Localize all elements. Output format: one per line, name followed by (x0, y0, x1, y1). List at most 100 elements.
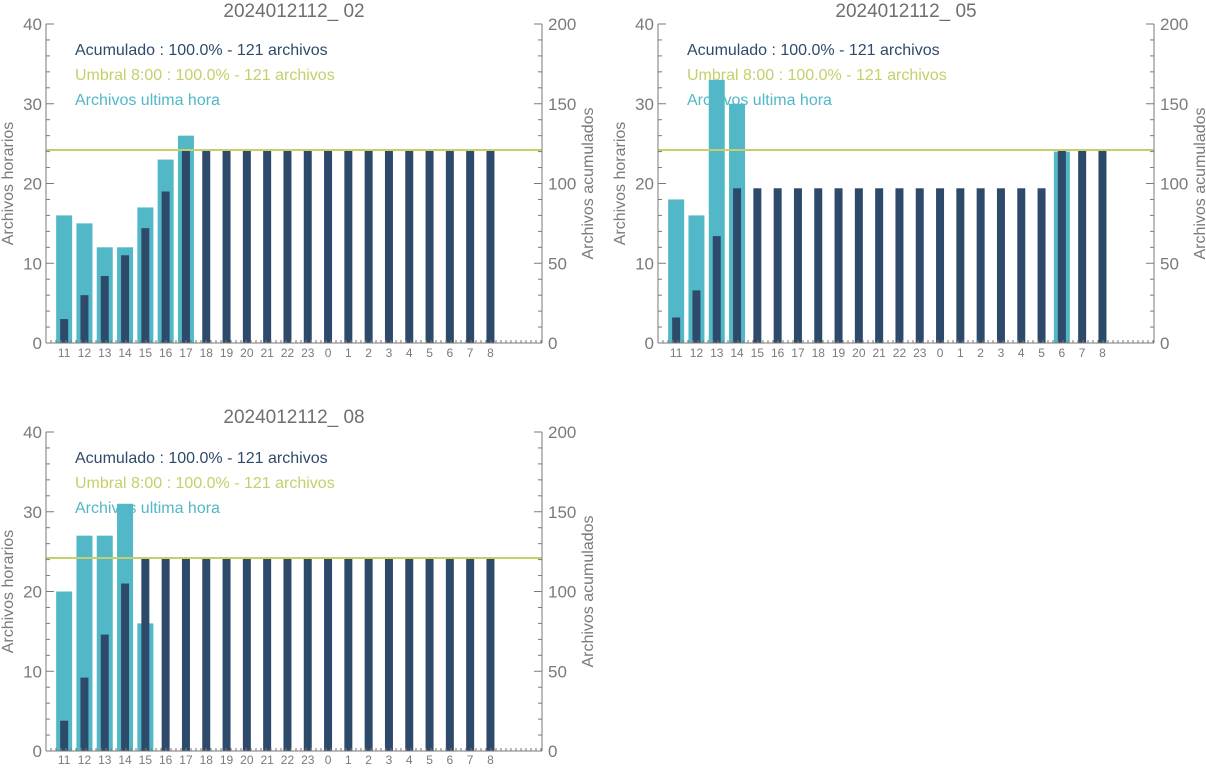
left-axis-label: Archivos horarios (612, 122, 629, 246)
bar-hourly-11 (668, 199, 685, 343)
chart-panel-1: 2024012112_ 02 0 10 20 30 40 0 50 100 150 200 11 12 1… (0, 0, 600, 385)
x-tick-label: 19 (220, 753, 234, 767)
bar-accumulated-18 (202, 558, 211, 751)
x-tick-label: 1 (957, 346, 964, 360)
x-tick-label: 11 (58, 753, 71, 767)
bar-accumulated-1 (344, 150, 353, 343)
x-tick-label: 22 (281, 346, 295, 360)
x-tick-label: 1 (345, 753, 352, 767)
right-tick-label: 100 (548, 175, 576, 194)
right-axis-label: Archivos acumulados (580, 107, 597, 259)
bar-accumulated-11 (60, 720, 69, 751)
x-tick-label: 18 (812, 346, 826, 360)
x-tick-label: 5 (426, 753, 433, 767)
x-tick-label: 7 (1079, 346, 1086, 360)
bar-accumulated-3 (996, 188, 1005, 343)
bar-accumulated-20 (854, 188, 863, 343)
bar-accumulated-13 (100, 276, 109, 343)
right-tick-label: 0 (1160, 334, 1169, 353)
bar-accumulated-16 (773, 188, 782, 343)
x-tick-label: 13 (98, 346, 112, 360)
x-tick-label: 3 (386, 346, 393, 360)
bar-accumulated-12 (80, 677, 89, 751)
x-tick-label: 7 (467, 753, 474, 767)
x-tick-label: 4 (406, 753, 413, 767)
bar-accumulated-23 (303, 558, 312, 751)
x-tick-label: 17 (179, 346, 193, 360)
bar-accumulated-21 (875, 188, 884, 343)
bar-accumulated-13 (712, 236, 721, 343)
bar-accumulated-21 (263, 558, 272, 751)
bar-accumulated-5 (1037, 188, 1046, 343)
bar-accumulated-19 (834, 188, 843, 343)
x-tick-label: 15 (139, 346, 153, 360)
x-tick-label: 23 (301, 753, 315, 767)
x-tick-label: 2 (977, 346, 984, 360)
x-tick-label: 0 (325, 753, 332, 767)
bar-accumulated-12 (80, 295, 89, 343)
bar-accumulated-12 (692, 290, 701, 343)
x-tick-label: 22 (893, 346, 907, 360)
left-tick-label: 30 (635, 95, 654, 114)
x-tick-label: 12 (78, 346, 92, 360)
x-tick-label: 8 (487, 346, 494, 360)
x-tick-label: 16 (771, 346, 785, 360)
left-tick-label: 30 (23, 95, 42, 114)
right-tick-label: 150 (1160, 95, 1188, 114)
bar-accumulated-4 (405, 150, 414, 343)
right-tick-label: 50 (548, 662, 567, 681)
bar-accumulated-16 (161, 191, 170, 343)
x-tick-label: 5 (426, 346, 433, 360)
x-tick-label: 6 (447, 753, 454, 767)
bar-accumulated-14 (121, 583, 130, 751)
x-tick-label: 4 (1018, 346, 1025, 360)
right-tick-label: 0 (548, 742, 557, 761)
bar-accumulated-1 (956, 188, 965, 343)
x-tick-label: 0 (937, 346, 944, 360)
x-tick-label: 14 (118, 753, 132, 767)
legend-accumulated: Acumulado : 100.0% - 121 archivos (687, 42, 940, 59)
bar-accumulated-15 (141, 228, 150, 343)
x-tick-label: 15 (751, 346, 765, 360)
chart-title: 2024012112_ 02 (223, 1, 364, 22)
bar-accumulated-6 (445, 558, 454, 751)
x-tick-label: 12 (78, 753, 92, 767)
chart-panel-3: 2024012112_ 08 0 10 20 30 40 0 50 100 150 200 11 12 1… (0, 405, 600, 771)
right-tick-label: 100 (548, 583, 576, 602)
left-tick-label: 40 (23, 423, 42, 442)
x-tick-label: 18 (200, 753, 214, 767)
bar-accumulated-8 (486, 150, 495, 343)
bar-accumulated-8 (1098, 150, 1107, 343)
bar-accumulated-6 (1057, 150, 1066, 343)
legend-hourly: Archivos ultima hora (687, 92, 832, 109)
x-tick-label: 17 (179, 753, 193, 767)
x-tick-label: 22 (281, 753, 295, 767)
x-tick-label: 11 (670, 346, 683, 360)
x-tick-label: 8 (487, 753, 494, 767)
x-tick-label: 13 (710, 346, 724, 360)
legend-threshold: Umbral 8:00 : 100.0% - 121 archivos (75, 475, 335, 492)
x-tick-label: 21 (260, 753, 274, 767)
x-tick-label: 20 (852, 346, 866, 360)
right-tick-label: 100 (1160, 175, 1188, 194)
left-tick-label: 0 (33, 334, 42, 353)
x-tick-label: 16 (159, 346, 173, 360)
left-tick-label: 0 (33, 742, 42, 761)
right-tick-label: 150 (548, 95, 576, 114)
x-tick-label: 8 (1099, 346, 1106, 360)
legend-threshold: Umbral 8:00 : 100.0% - 121 archivos (687, 67, 947, 84)
bar-accumulated-7 (1078, 150, 1087, 343)
x-tick-label: 23 (913, 346, 927, 360)
bar-accumulated-20 (242, 558, 251, 751)
x-tick-label: 3 (386, 753, 393, 767)
x-tick-label: 5 (1038, 346, 1045, 360)
bar-accumulated-14 (121, 255, 130, 343)
bar-accumulated-3 (384, 150, 393, 343)
bar-accumulated-0 (936, 188, 945, 343)
bar-accumulated-15 (141, 558, 150, 751)
right-tick-label: 200 (548, 15, 576, 34)
x-tick-label: 2 (365, 753, 372, 767)
chart-title: 2024012112_ 05 (835, 1, 976, 22)
